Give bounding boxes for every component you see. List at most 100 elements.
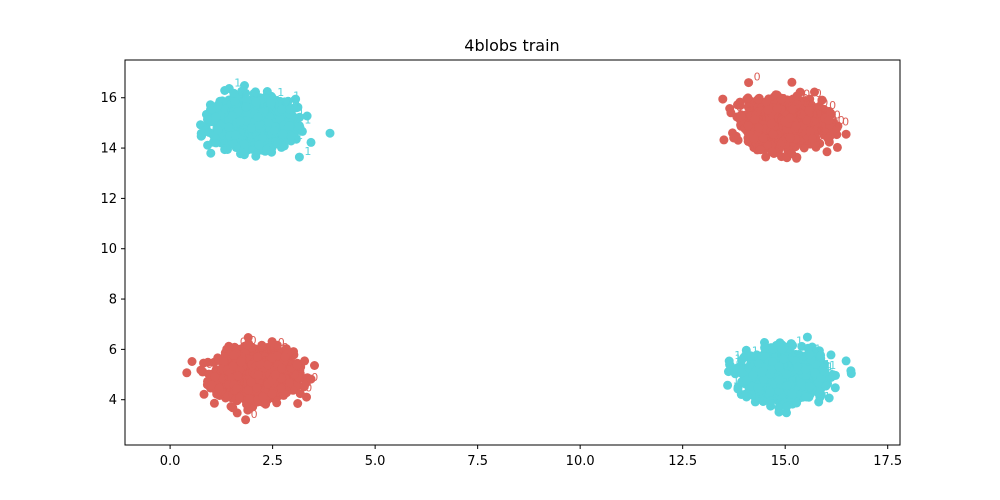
data-point (224, 341, 234, 351)
point-label: 1 (304, 114, 311, 127)
data-point (211, 112, 221, 122)
data-point (286, 131, 296, 141)
data-point (210, 372, 220, 382)
data-point (243, 385, 253, 395)
data-point (277, 363, 287, 373)
data-point (229, 88, 239, 98)
point-label: 0 (812, 108, 819, 121)
data-point (841, 129, 851, 139)
data-point (823, 134, 833, 143)
data-point (758, 133, 768, 143)
data-point (293, 399, 303, 408)
data-point (203, 115, 212, 124)
data-point (284, 121, 294, 131)
point-label: 1 (295, 97, 302, 110)
data-point (772, 103, 782, 113)
point-label: 1 (304, 145, 311, 158)
data-point (228, 361, 238, 371)
point-label: 0 (834, 108, 841, 121)
data-point (258, 392, 268, 402)
data-point (295, 389, 305, 399)
data-point (728, 128, 737, 138)
series-1-blob-0: 1111111111111111111111111111111111111111… (196, 77, 335, 162)
data-point (235, 393, 244, 403)
point-label: 0 (266, 344, 273, 357)
data-point (243, 340, 252, 350)
data-point (768, 129, 778, 139)
data-point (285, 104, 295, 114)
data-point (227, 111, 237, 121)
data-point (231, 383, 241, 393)
data-point (750, 114, 760, 124)
data-point (767, 147, 777, 157)
data-point (822, 147, 832, 157)
data-point (245, 394, 255, 404)
data-point (209, 398, 219, 408)
data-point (213, 125, 223, 135)
point-label: 0 (287, 356, 294, 369)
data-point (719, 135, 729, 145)
data-point (229, 350, 239, 360)
data-point (251, 97, 261, 107)
data-point (270, 370, 280, 380)
data-point (787, 149, 797, 159)
data-point (285, 378, 294, 388)
data-point (253, 370, 263, 380)
data-point (755, 145, 765, 155)
data-point (213, 100, 223, 110)
data-point (300, 356, 310, 366)
data-point (254, 140, 264, 150)
point-label: 0 (265, 344, 272, 357)
data-point (832, 142, 842, 152)
data-point (182, 368, 192, 378)
data-point (791, 121, 801, 131)
point-label: 0 (821, 96, 828, 109)
data-point (241, 415, 251, 425)
data-point (231, 130, 241, 140)
data-point (267, 147, 277, 157)
data-point (744, 78, 754, 88)
data-point (241, 102, 251, 112)
chart-title: 4blobs train (464, 36, 559, 55)
point-label: 0 (803, 88, 810, 101)
data-point (277, 104, 287, 114)
data-point (310, 361, 319, 370)
point-label: 0 (754, 71, 761, 84)
data-point (810, 87, 819, 97)
data-point (761, 97, 771, 107)
data-point (754, 123, 764, 133)
data-point (824, 115, 834, 125)
point-label: 0 (829, 99, 836, 112)
data-point (753, 94, 763, 104)
point-label: 0 (260, 346, 267, 359)
data-point (269, 126, 279, 136)
point-label: 0 (206, 358, 213, 371)
data-point (761, 152, 771, 162)
data-point (203, 357, 213, 367)
data-point (743, 93, 753, 103)
data-point (276, 383, 286, 393)
data-point (236, 357, 246, 367)
data-point (253, 112, 263, 122)
data-point (255, 359, 265, 369)
data-point (220, 86, 230, 95)
data-point (246, 377, 256, 387)
data-point (224, 122, 233, 132)
data-point (726, 108, 736, 118)
data-point (785, 133, 795, 143)
data-point (749, 134, 759, 143)
data-point (257, 340, 267, 350)
data-point (272, 138, 282, 148)
point-label: 0 (278, 336, 285, 349)
data-point (187, 357, 197, 366)
data-point (253, 352, 262, 362)
series-0-blob-0: 0000000000000000000000000000000000000000… (182, 333, 319, 425)
data-point (247, 123, 256, 133)
data-point (196, 365, 206, 375)
data-point (718, 94, 728, 104)
data-point (228, 403, 238, 413)
point-label: 0 (736, 101, 743, 114)
data-point (325, 128, 335, 138)
point-label: 0 (795, 106, 802, 119)
